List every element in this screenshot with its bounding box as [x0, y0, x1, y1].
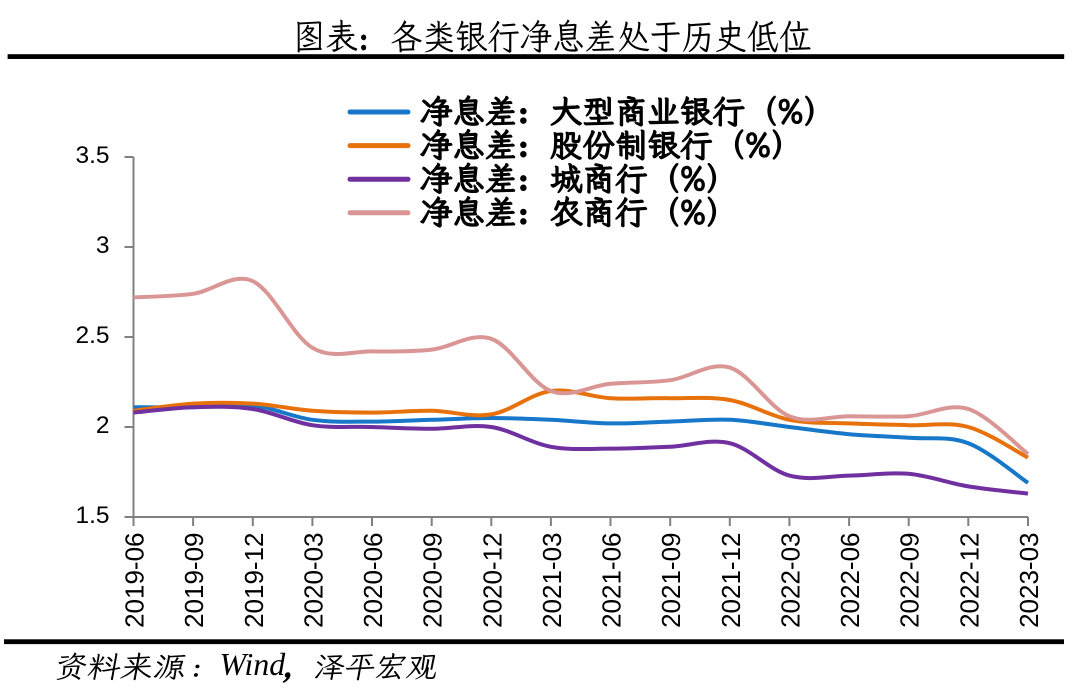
svg-text:2021-12: 2021-12 — [716, 533, 746, 628]
svg-text:2022-03: 2022-03 — [775, 533, 805, 628]
svg-text:2019-12: 2019-12 — [239, 533, 269, 628]
svg-text:2020-06: 2020-06 — [358, 533, 388, 628]
svg-text:2020-09: 2020-09 — [418, 533, 448, 628]
svg-text:2021-03: 2021-03 — [537, 533, 567, 628]
svg-text:2019-06: 2019-06 — [120, 533, 150, 628]
svg-text:2022-09: 2022-09 — [895, 533, 925, 628]
svg-text:2023-03: 2023-03 — [1014, 533, 1044, 628]
svg-text:2019-09: 2019-09 — [179, 533, 209, 628]
svg-text:3.5: 3.5 — [75, 142, 109, 169]
svg-text:2.5: 2.5 — [75, 322, 109, 349]
svg-text:2021-09: 2021-09 — [656, 533, 686, 628]
svg-text:2022-12: 2022-12 — [954, 533, 984, 628]
svg-text:2020-12: 2020-12 — [477, 533, 507, 628]
svg-text:2: 2 — [96, 412, 110, 439]
svg-text:2021-06: 2021-06 — [597, 533, 627, 628]
svg-text:3: 3 — [96, 232, 110, 259]
svg-text:1.5: 1.5 — [75, 502, 109, 529]
svg-text:Wind: Wind — [220, 646, 287, 682]
svg-text:2020-03: 2020-03 — [298, 533, 328, 628]
svg-text:2022-06: 2022-06 — [835, 533, 865, 628]
